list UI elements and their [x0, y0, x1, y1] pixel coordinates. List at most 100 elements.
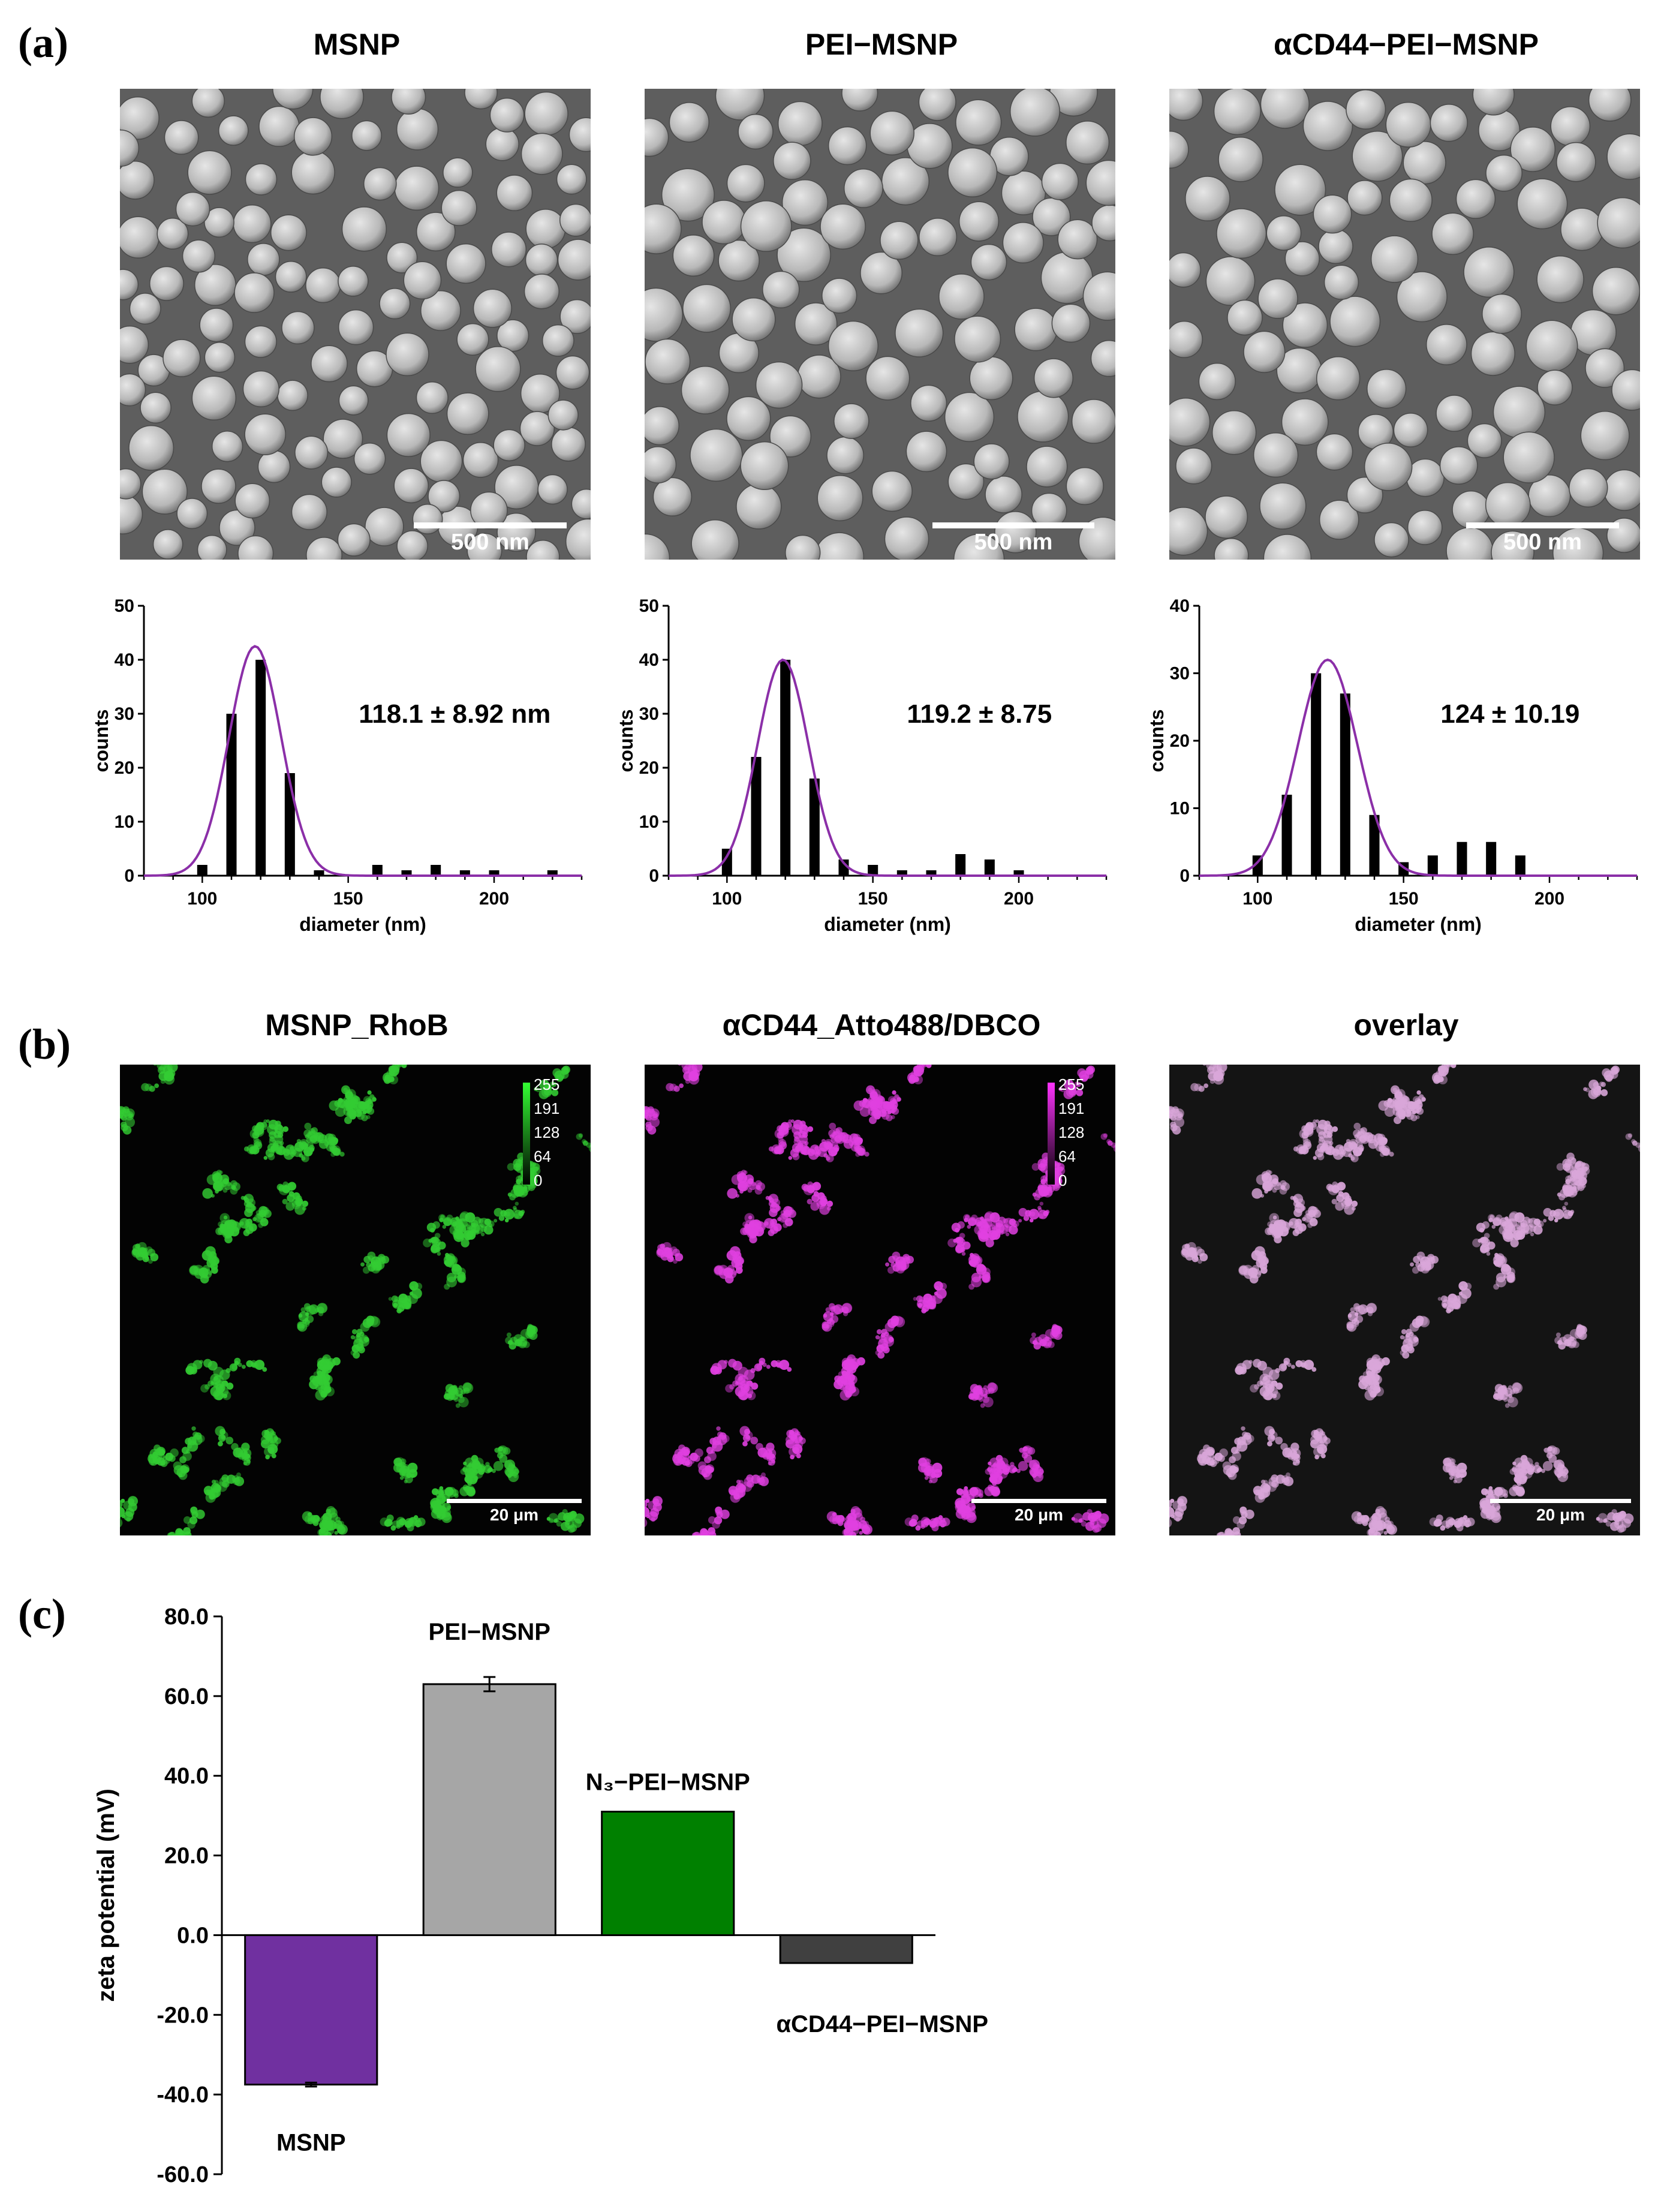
fluorescent-aggregate [754, 1363, 762, 1372]
y-tick-label: 50 [639, 596, 659, 616]
fluorescent-aggregate [1558, 1194, 1566, 1201]
fluorescent-aggregate [235, 1447, 246, 1458]
fluorescent-aggregate [720, 1509, 730, 1519]
nanoparticle [702, 200, 747, 245]
fluorescent-aggregate [153, 1065, 157, 1066]
nanoparticle [910, 384, 947, 422]
fluorescent-aggregate [307, 1512, 311, 1516]
fluorescent-aggregate [523, 1185, 528, 1190]
nanoparticle [715, 89, 765, 121]
fluorescent-aggregate [1495, 1487, 1506, 1498]
zeta-bar [601, 1811, 735, 1936]
fluorescent-aggregate [306, 1141, 314, 1149]
fluorescent-aggregate [346, 1110, 353, 1116]
fluorescent-aggregate [892, 1251, 901, 1260]
fluorescent-aggregate [215, 1227, 224, 1236]
fluorescent-aggregate [1530, 1232, 1534, 1237]
fluorescent-aggregate [360, 1322, 370, 1332]
nanoparticle [1282, 302, 1328, 348]
fluorescent-aggregate [1314, 1436, 1319, 1441]
fluorescent-aggregate [1610, 1522, 1620, 1531]
fluorescent-aggregate [1611, 1065, 1620, 1074]
histogram-bar [284, 773, 295, 876]
x-axis-label: diameter (nm) [299, 913, 426, 935]
colorbar-tick: 64 [534, 1147, 551, 1165]
nanoparticle [919, 218, 958, 257]
nanoparticle [363, 167, 397, 201]
fluorescent-aggregate [931, 1469, 936, 1474]
fluorescent-aggregate [1303, 1144, 1308, 1149]
nanoparticle [1323, 265, 1359, 300]
fluorescent-aggregate [462, 1467, 468, 1472]
colorbar-tick: 64 [1058, 1147, 1076, 1165]
fluorescent-aggregate [164, 1458, 170, 1464]
fluorescent-aggregate [456, 1273, 467, 1284]
nanoparticle [1051, 303, 1091, 343]
nanoparticle [970, 244, 1007, 281]
x-axis-label: diameter (nm) [824, 913, 951, 935]
histogram-bar [955, 854, 966, 876]
fluorescent-aggregate [1490, 1513, 1496, 1519]
fluorescent-aggregate [841, 1366, 851, 1377]
fluorescent-aggregate [478, 1468, 485, 1475]
fluorescent-aggregate [133, 1244, 140, 1251]
fluorescent-aggregate [1536, 1468, 1540, 1472]
fluorescent-aggregate [1401, 1329, 1407, 1335]
nanoparticle [691, 519, 739, 560]
nanoparticle [841, 89, 878, 112]
fluorescent-aggregate [771, 1218, 777, 1225]
fluorescent-aggregate [377, 1254, 386, 1262]
nanoparticle [645, 338, 691, 384]
fluorescent-aggregate [218, 1434, 226, 1442]
nanoparticle [559, 299, 591, 334]
fluorescent-aggregate [839, 1132, 849, 1142]
nanoparticle [1266, 215, 1302, 251]
fluorescent-aggregate [148, 1259, 153, 1264]
scalebar-label: 500 nm [451, 530, 529, 555]
histogram-bar [896, 870, 907, 876]
nanoparticle [244, 413, 286, 456]
fluorescent-aggregate [1293, 1222, 1303, 1231]
fluorescent-aggregate [729, 1384, 735, 1390]
fluorescent-aggregate [1576, 1179, 1585, 1187]
fluorescent-aggregate [178, 1473, 183, 1478]
y-tick-label: -20.0 [157, 2003, 209, 2028]
fluorescent-aggregate [444, 1254, 454, 1264]
nanoparticle [1455, 179, 1496, 220]
fluorescent-aggregate [1453, 1302, 1460, 1309]
fluorescent-aggregate [983, 1396, 994, 1408]
fluorescent-aggregate [1625, 1133, 1632, 1140]
nanoparticle [293, 117, 333, 156]
fluorescent-aggregate [441, 1513, 447, 1519]
fluorescent-aggregate [728, 1359, 737, 1368]
fluorescent-aggregate [1251, 1265, 1260, 1273]
nanoparticle [1169, 397, 1211, 447]
fluorescent-aggregate [578, 1133, 583, 1138]
nanoparticle [547, 399, 579, 431]
fluorescent-aggregate [1039, 1190, 1045, 1195]
fluorescent-aggregate [282, 1198, 288, 1205]
fluorescent-aggregate [294, 1204, 305, 1215]
fluorescent-aggregate [216, 1170, 222, 1176]
fluorescent-aggregate [1566, 1152, 1575, 1161]
fluorescent-aggregate [207, 1255, 212, 1260]
fluorescent-aggregate [1548, 1454, 1557, 1463]
fluorescent-aggregate [195, 1509, 205, 1519]
fluorescent-aggregate [703, 1471, 712, 1480]
fluorescent-aggregate [1103, 1133, 1108, 1138]
fluorescent-aggregate [414, 1282, 423, 1290]
fluorescent-aggregate [1269, 1224, 1276, 1230]
fluorescent-aggregate [1567, 1339, 1576, 1348]
fluorescent-aggregate [265, 1454, 270, 1460]
fluorescent-aggregate [514, 1190, 520, 1195]
fluorescent-aggregate [287, 1194, 295, 1203]
nanoparticle [1066, 467, 1104, 506]
histogram-bar [809, 779, 820, 876]
fluorescent-aggregate [498, 1215, 505, 1221]
fluorescent-aggregate [1436, 1514, 1443, 1522]
nanoparticle [973, 443, 1010, 480]
fluorescent-aggregate [1251, 1188, 1263, 1199]
nanoparticle [1603, 469, 1640, 511]
fluorescent-aggregate [438, 1503, 445, 1510]
fluorescent-aggregate [1409, 1322, 1419, 1332]
